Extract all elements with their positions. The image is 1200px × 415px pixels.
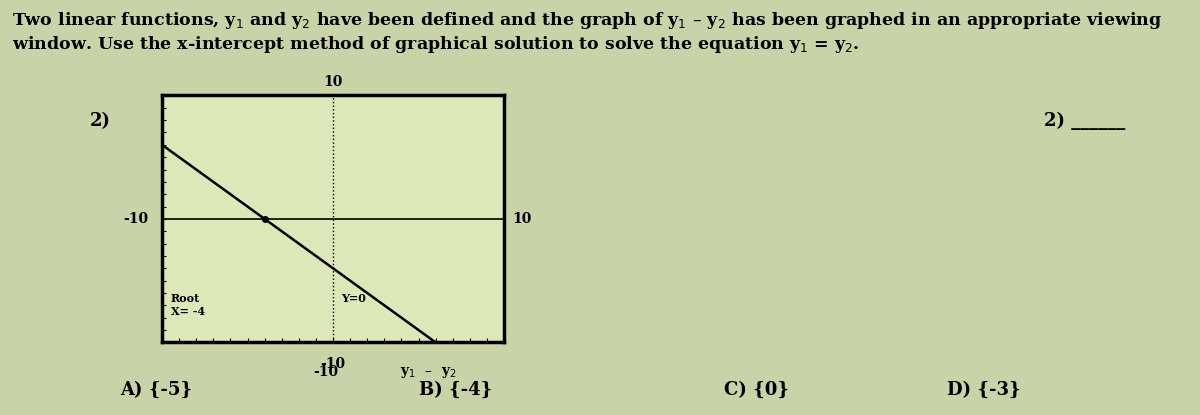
Text: D) {-3}: D) {-3} [947,381,1021,399]
Text: Root
X= -4: Root X= -4 [170,293,205,317]
Text: 2): 2) [90,112,112,130]
Text: -10: -10 [124,212,149,226]
Text: -10: -10 [313,365,338,379]
Text: 10: 10 [512,212,532,226]
Text: C) {0}: C) {0} [724,381,788,399]
Text: 10: 10 [323,75,343,89]
Text: -10: -10 [320,357,346,371]
Text: A) {-5}: A) {-5} [120,381,192,399]
Text: y$_1$  –  y$_2$: y$_1$ – y$_2$ [401,365,457,380]
Text: B) {-4}: B) {-4} [419,381,493,399]
Text: 2) ______: 2) ______ [1044,112,1126,130]
Text: Y=0: Y=0 [342,293,366,304]
Text: Two linear functions, y$_1$ and y$_2$ have been defined and the graph of y$_1$ –: Two linear functions, y$_1$ and y$_2$ ha… [12,10,1163,55]
